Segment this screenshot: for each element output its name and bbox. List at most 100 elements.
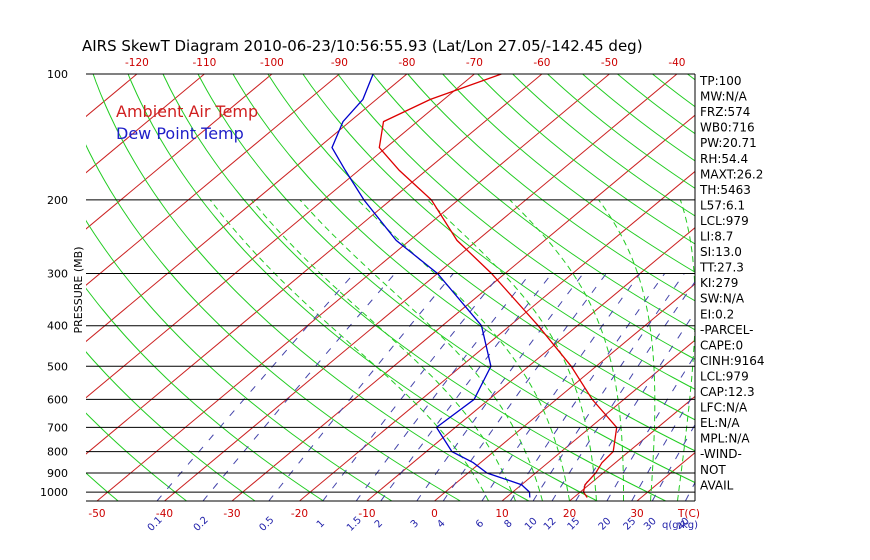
mixing-ratio-tick-label: 10 — [523, 516, 540, 533]
stability-index-label: EL:N/A — [700, 416, 740, 430]
top-temp-tick-label: -50 — [601, 57, 618, 69]
mixing-ratio-tick-label: 0.2 — [192, 515, 211, 534]
top-temp-tick-label: -110 — [192, 57, 216, 69]
mixing-ratio-line — [481, 273, 641, 501]
bottom-temp-tick-label: 10 — [495, 508, 508, 520]
isotherm-line — [501, 339, 695, 501]
mixing-ratio-line — [380, 273, 553, 501]
dry-adiabat-line — [127, 74, 598, 501]
moist-adiabat-line — [299, 199, 543, 501]
pressure-tick-label: 900 — [47, 467, 68, 480]
stability-index-label: MW:N/A — [700, 90, 748, 104]
stability-index-label: TT:27.3 — [699, 261, 744, 275]
moist-adiabat-line — [509, 199, 624, 501]
mixing-ratio-tick-label: 20 — [597, 516, 614, 533]
legend-ambient-air-temp: Ambient Air Temp — [116, 102, 258, 121]
mixing-ratio-line — [532, 273, 685, 501]
isotherm-line — [86, 74, 205, 174]
moist-adiabat-line — [598, 199, 656, 501]
mixing-ratio-line — [551, 280, 695, 501]
mixing-ratio-tick-label: 3 — [409, 518, 421, 530]
dry-adiabat-line — [302, 74, 695, 390]
dry-adiabat-line — [407, 74, 695, 302]
mixing-ratio-tick-label: 8 — [502, 518, 514, 530]
stability-index-label: NOT — [700, 463, 726, 477]
stability-index-label: WB0:716 — [700, 121, 755, 135]
stability-index-label: -WIND- — [700, 447, 742, 461]
isotherm-line — [840, 74, 870, 501]
dry-adiabat-line — [372, 74, 695, 331]
stability-index-label: MPL:N/A — [700, 432, 750, 446]
top-temp-tick-label: -120 — [125, 57, 149, 69]
stability-index-label: EI:0.2 — [700, 307, 734, 321]
stability-index-label: FRZ:574 — [700, 105, 750, 119]
dry-adiabat-line — [267, 74, 695, 421]
bottom-temp-tick-label: -50 — [88, 508, 105, 520]
mixing-ratio-line — [509, 273, 666, 501]
top-temp-tick-label: -60 — [533, 57, 550, 69]
stability-index-label: SW:N/A — [700, 292, 745, 306]
diagram-grid — [0, 74, 870, 501]
dry-adiabat-line — [86, 287, 324, 501]
isotherm-line — [434, 283, 695, 501]
top-temp-tick-label: -40 — [668, 57, 685, 69]
stability-index-label: TH:5463 — [699, 183, 751, 197]
isotherm-line — [231, 114, 695, 501]
isotherm-line — [86, 74, 273, 230]
bottom-temp-tick-label: 20 — [563, 508, 576, 520]
moist-adiabat-line — [427, 199, 597, 501]
mixing-ratio-line — [156, 273, 355, 501]
stability-index-label: CAP:12.3 — [700, 385, 755, 399]
ambient-temp-trace — [378, 74, 618, 498]
dry-adiabat-line — [86, 219, 393, 501]
dry-adiabat-line — [92, 74, 530, 501]
isotherm-line — [86, 74, 475, 399]
dry-adiabat-line — [862, 74, 870, 501]
mixing-ratio-line — [355, 273, 531, 501]
mixing-ratio-tick-label: 6 — [474, 518, 486, 530]
mixing-ratio-unit: q(g/kg) — [662, 520, 698, 531]
top-temp-tick-label: -70 — [466, 57, 483, 69]
pressure-tick-label: 500 — [47, 360, 68, 373]
dry-adiabat-line — [827, 74, 870, 501]
bottom-temp-tick-label: -40 — [156, 508, 173, 520]
stability-index-label: TP:100 — [699, 74, 742, 88]
mixing-ratio-tick-label: 1 — [315, 518, 327, 530]
isotherm-line — [772, 74, 870, 501]
stability-index-label: CINH:9164 — [700, 354, 765, 368]
stability-index-label: KI:279 — [700, 276, 738, 290]
isotherm-line — [96, 74, 610, 501]
stability-index-label: LCL:979 — [700, 214, 749, 228]
dry-adiabat-line — [86, 144, 461, 501]
stability-index-label: PW:20.71 — [700, 136, 757, 150]
stability-index-label: AVAIL — [700, 478, 734, 492]
top-temp-tick-label: -90 — [331, 57, 348, 69]
sounding-traces — [331, 74, 618, 498]
pressure-tick-label: 600 — [47, 393, 68, 406]
bottom-temp-tick-label: -10 — [358, 508, 375, 520]
pressure-tick-label: 300 — [47, 268, 68, 281]
plot-frame — [86, 73, 696, 502]
pressure-tick-label: 700 — [47, 421, 68, 434]
bottom-temp-tick-label: 0 — [431, 508, 438, 520]
dry-adiabat-line — [197, 74, 695, 484]
moist-adiabat-line — [251, 199, 516, 501]
mixing-ratio-line — [442, 273, 607, 501]
stability-index-label: L57:6.1 — [700, 198, 745, 212]
dry-adiabat-line — [792, 74, 870, 501]
dry-adiabat-line — [86, 472, 119, 501]
mixing-ratio-line — [322, 273, 502, 501]
moist-adiabat-line — [677, 199, 695, 501]
dry-adiabat-line — [477, 74, 695, 245]
pressure-tick-label: 200 — [47, 194, 68, 207]
mixing-ratio-tick-label: 0.5 — [258, 515, 277, 534]
stability-index-label: CAPE:0 — [700, 338, 743, 352]
dry-adiabat-line — [162, 74, 666, 501]
moist-adiabat-line — [209, 199, 489, 501]
isotherm-line — [0, 74, 2, 501]
stability-index-label: LFC:N/A — [700, 401, 748, 415]
isotherm-line — [164, 74, 678, 501]
mixing-ratio-line — [202, 273, 396, 501]
